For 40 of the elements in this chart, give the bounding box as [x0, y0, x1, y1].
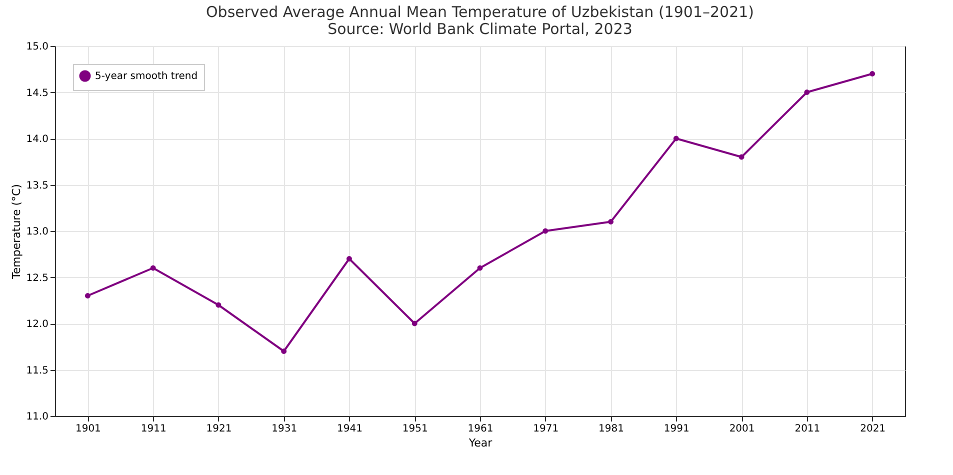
- point: [477, 265, 483, 271]
- x-tick-label: 1951: [402, 424, 428, 434]
- y-tick-label: 15.0: [26, 42, 48, 52]
- point: [673, 136, 679, 142]
- x-tick-label: 1911: [140, 424, 166, 434]
- y-tick-label: 14.5: [26, 88, 48, 99]
- y-tick-label: 11.0: [26, 412, 48, 422]
- x-tick-label: 1961: [468, 424, 494, 434]
- chart-title: Observed Average Annual Mean Temperature of Uzbekistan (1901–2021): [206, 3, 754, 21]
- x-tick-label: 1921: [206, 424, 232, 434]
- x-tick-label: 1901: [75, 424, 101, 434]
- x-tick-label: 1941: [337, 424, 362, 434]
- y-tick-label: 13.5: [26, 180, 48, 192]
- x-tick-label: 2001: [729, 424, 755, 434]
- point: [281, 348, 287, 354]
- point: [150, 265, 156, 271]
- y-tick-label: 13.0: [26, 226, 48, 238]
- point: [542, 228, 548, 234]
- point: [870, 71, 876, 76]
- y-tick-label: 12.0: [26, 319, 48, 330]
- x-tick-label: 1931: [272, 424, 298, 434]
- point: [738, 154, 744, 160]
- y-tick-label: 12.5: [26, 272, 48, 284]
- point: [412, 320, 418, 326]
- x-tick-label: 2011: [794, 424, 820, 434]
- x-tick-label: 1971: [533, 424, 559, 434]
- x-tick-label: 2021: [860, 424, 886, 434]
- x-axis-title: Year: [468, 436, 493, 450]
- point: [804, 90, 810, 95]
- y-tick-label: 11.5: [26, 365, 48, 376]
- legend-label: 5-year smooth trend: [95, 71, 198, 82]
- chart-subtitle: Source: World Bank Climate Portal, 2023: [328, 20, 632, 38]
- x-tick-label: 1981: [598, 424, 624, 434]
- point: [608, 219, 614, 224]
- point: [346, 256, 352, 262]
- point: [84, 293, 90, 298]
- point: [216, 302, 222, 308]
- y-axis-title: Temperature (°C): [10, 184, 24, 280]
- y-tick-label: 14.0: [26, 134, 48, 145]
- x-tick-label: 1991: [664, 424, 690, 434]
